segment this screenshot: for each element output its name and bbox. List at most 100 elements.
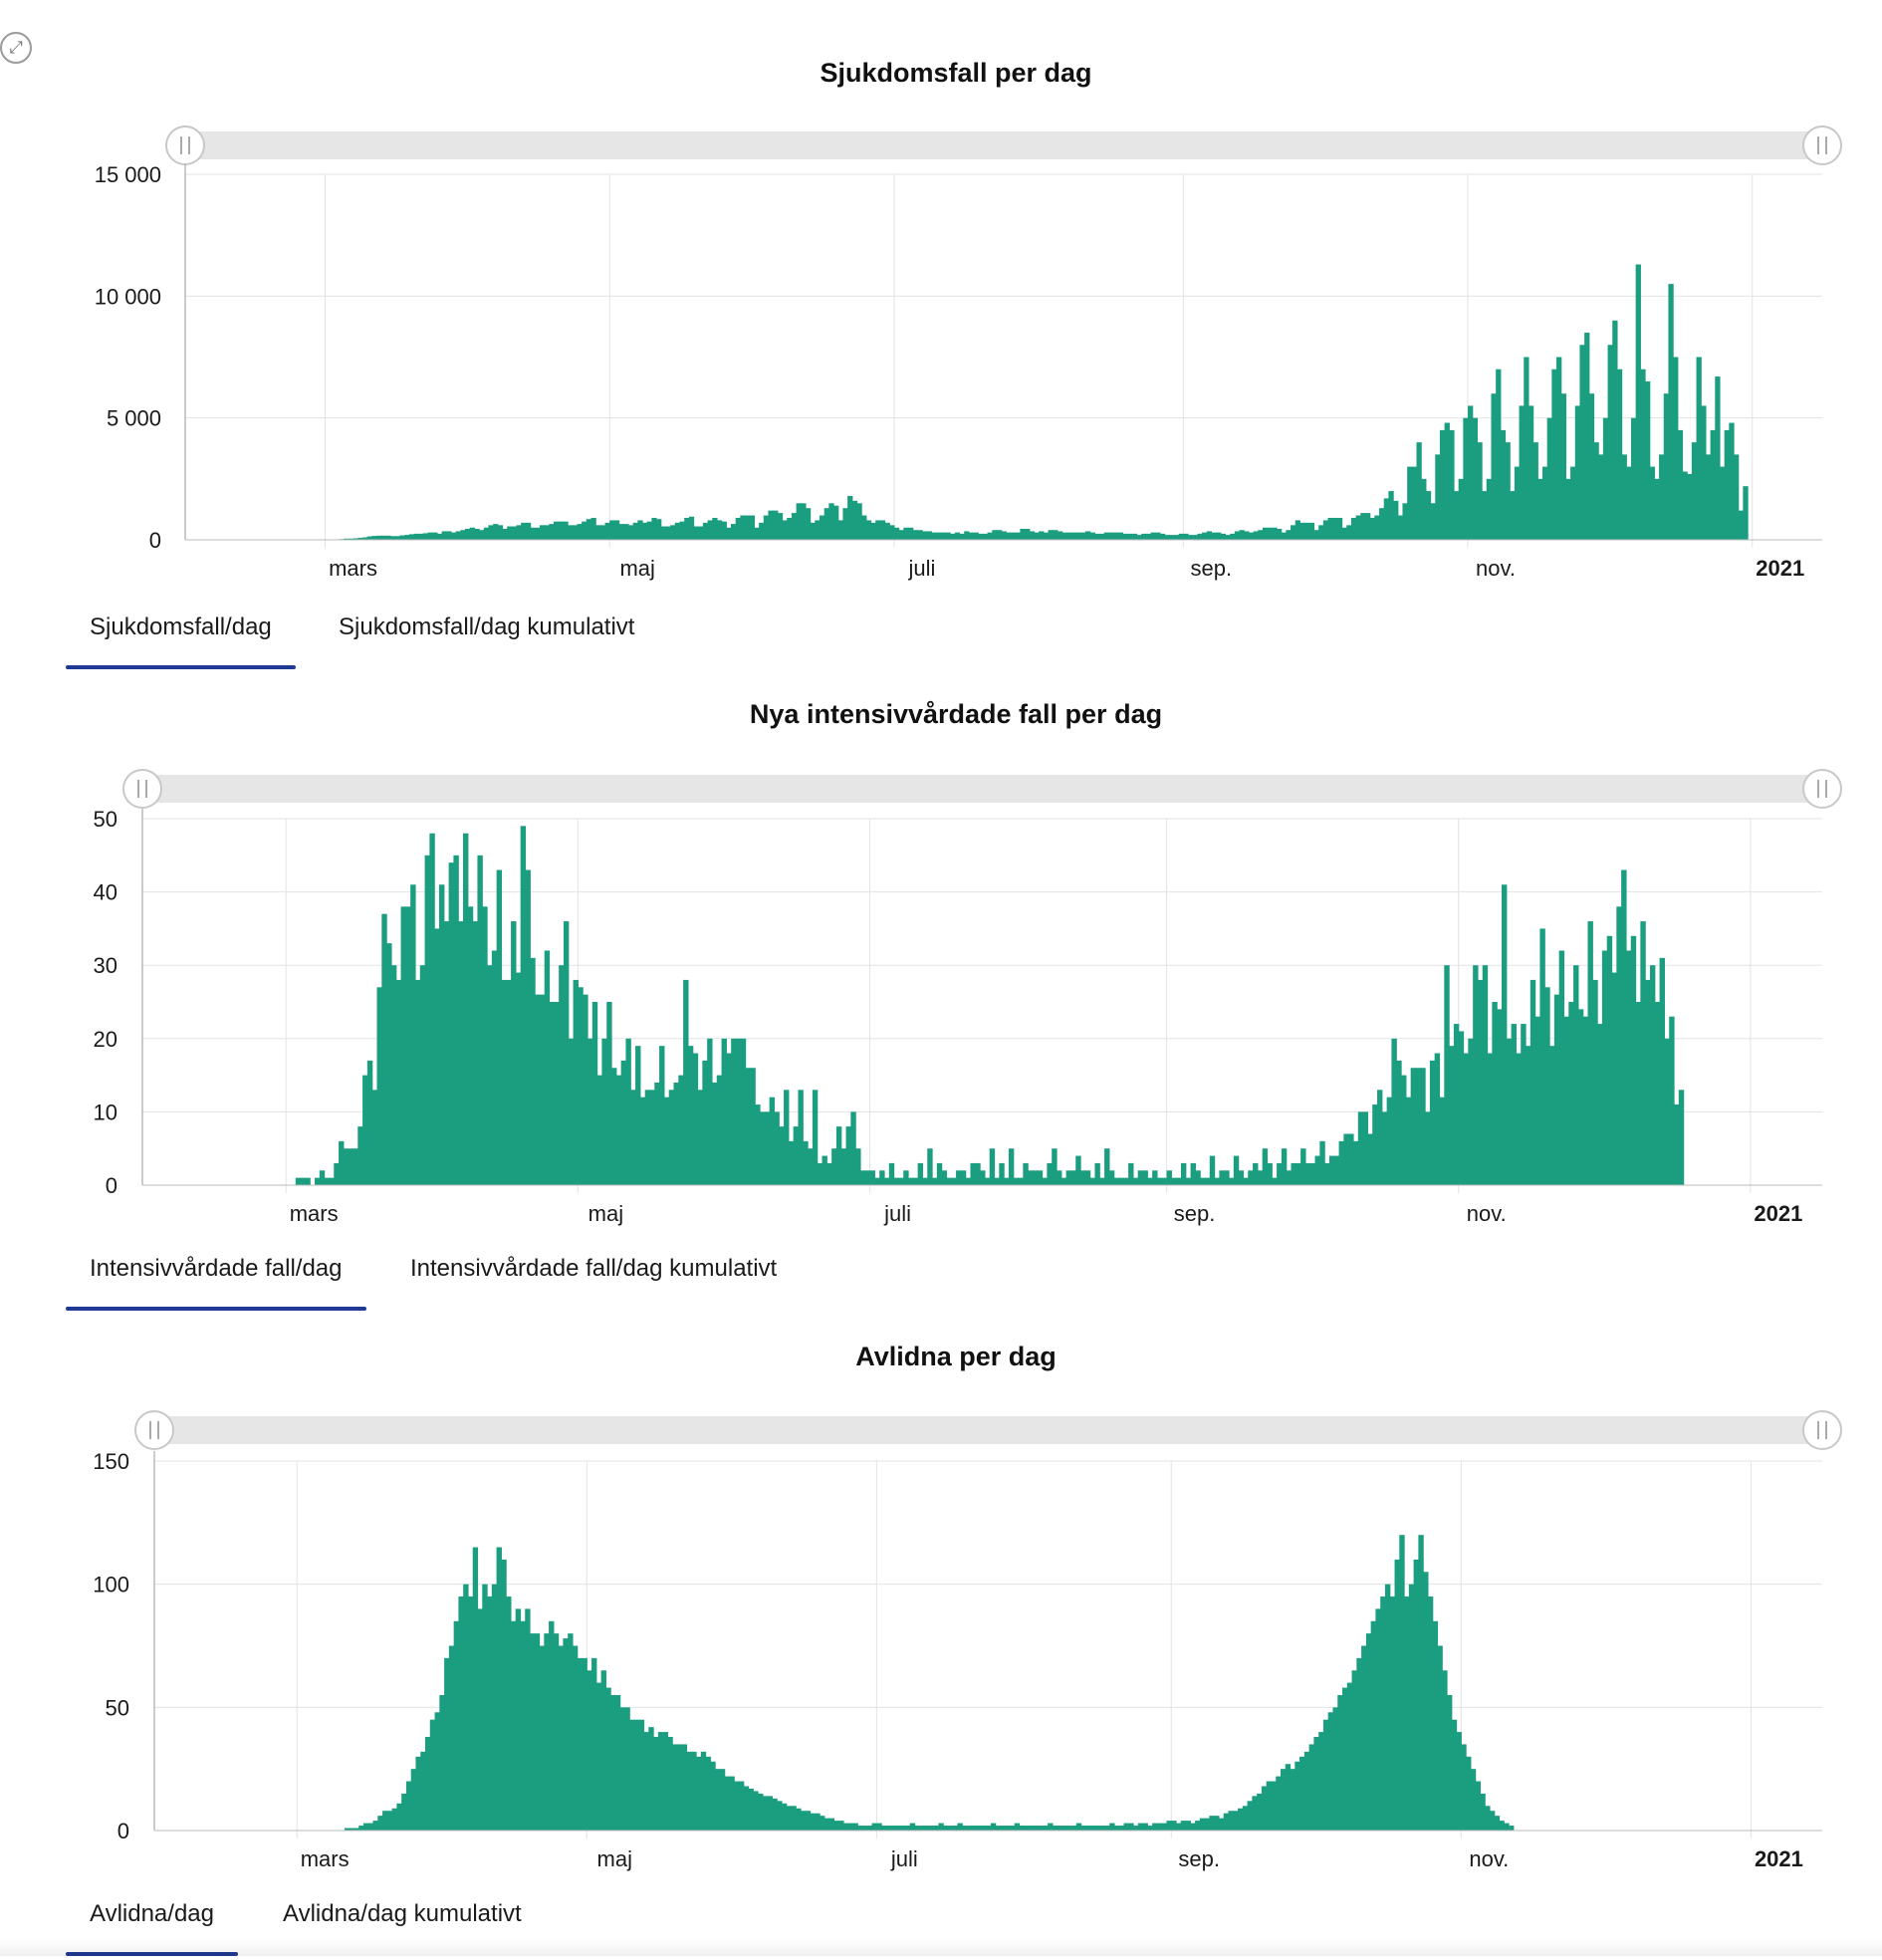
bar xyxy=(915,1826,920,1831)
bar xyxy=(563,1638,568,1831)
bar xyxy=(753,1791,758,1831)
bar xyxy=(1257,1794,1262,1831)
bar xyxy=(516,1608,521,1831)
bar xyxy=(1337,1695,1342,1831)
range-handle-right[interactable] xyxy=(1803,1411,1841,1449)
bar xyxy=(833,1821,838,1831)
bar xyxy=(1509,1826,1514,1831)
bar xyxy=(444,1658,449,1831)
bar xyxy=(1409,1585,1414,1831)
bar xyxy=(601,1670,606,1831)
bar xyxy=(782,1804,787,1831)
bar xyxy=(1043,1826,1048,1831)
bar xyxy=(382,1811,387,1831)
bar xyxy=(1294,1762,1299,1831)
x-tick-label: 2021 xyxy=(1755,1846,1803,1871)
bar xyxy=(1104,1826,1109,1831)
bar xyxy=(1219,1819,1224,1831)
bar xyxy=(1029,1826,1034,1831)
x-tick-label: maj xyxy=(597,1846,632,1871)
bar xyxy=(852,1824,857,1831)
bar xyxy=(953,1826,958,1831)
bar xyxy=(610,1695,615,1831)
bar xyxy=(691,1752,696,1831)
bars xyxy=(345,1535,1515,1831)
bar xyxy=(1281,1769,1286,1831)
bar xyxy=(624,1707,629,1831)
bar xyxy=(948,1826,953,1831)
bar xyxy=(744,1786,749,1831)
bar xyxy=(530,1633,535,1831)
bar xyxy=(1276,1777,1281,1831)
bar xyxy=(710,1762,715,1831)
bar xyxy=(1461,1744,1466,1831)
bar xyxy=(777,1801,782,1831)
bar xyxy=(905,1826,910,1831)
bar xyxy=(420,1752,425,1831)
range-handle-left[interactable] xyxy=(135,1411,173,1449)
bar xyxy=(1034,1826,1039,1831)
bar xyxy=(634,1720,639,1831)
bar xyxy=(876,1824,881,1831)
bar xyxy=(1418,1535,1423,1831)
bar xyxy=(458,1596,463,1831)
bar xyxy=(1423,1572,1428,1831)
bar xyxy=(1214,1816,1219,1831)
bar xyxy=(596,1683,601,1831)
bar xyxy=(377,1816,382,1831)
bar xyxy=(468,1596,473,1831)
bar xyxy=(615,1695,620,1831)
x-tick-label: juli xyxy=(890,1846,918,1871)
bar xyxy=(1095,1826,1100,1831)
bar xyxy=(696,1757,701,1831)
bar xyxy=(872,1824,877,1831)
bar xyxy=(406,1782,411,1831)
bar xyxy=(1375,1608,1380,1831)
bar xyxy=(1390,1596,1395,1831)
bar xyxy=(1299,1757,1304,1831)
bar xyxy=(763,1796,768,1831)
bar xyxy=(568,1633,573,1831)
bar xyxy=(1342,1688,1347,1831)
bar xyxy=(910,1824,915,1831)
bar xyxy=(478,1608,483,1831)
bar xyxy=(1039,1826,1044,1831)
bar xyxy=(891,1826,896,1831)
bar xyxy=(886,1826,891,1831)
range-scrollbar[interactable] xyxy=(154,1416,1822,1444)
bar xyxy=(1447,1695,1452,1831)
bar xyxy=(1495,1816,1500,1831)
bar xyxy=(535,1633,540,1831)
tab-deaths-cumulative[interactable]: Avlidna/dag kumulativt xyxy=(259,1900,546,1928)
bar xyxy=(1385,1585,1390,1831)
bar xyxy=(1166,1821,1171,1831)
bar xyxy=(1190,1824,1195,1831)
bar xyxy=(1176,1824,1181,1831)
bar xyxy=(1318,1732,1323,1831)
bar xyxy=(463,1585,468,1831)
bar xyxy=(648,1727,653,1831)
bar xyxy=(1267,1782,1272,1831)
bar xyxy=(1371,1621,1376,1831)
bar xyxy=(1485,1806,1490,1831)
bar xyxy=(739,1782,744,1831)
bar xyxy=(430,1720,435,1831)
bar xyxy=(1181,1821,1186,1831)
bar xyxy=(1157,1824,1162,1831)
bar xyxy=(1404,1596,1409,1831)
bar xyxy=(772,1799,777,1831)
tab-deaths-daily[interactable]: Avlidna/dag xyxy=(66,1900,238,1928)
bar xyxy=(1124,1824,1129,1831)
bar xyxy=(977,1826,982,1831)
bar xyxy=(506,1596,511,1831)
bar xyxy=(368,1824,373,1831)
bar xyxy=(449,1646,454,1832)
bar xyxy=(582,1658,587,1831)
bar xyxy=(749,1789,754,1831)
bottom-fade xyxy=(0,1938,1882,1956)
bar xyxy=(862,1826,867,1831)
bar xyxy=(1366,1633,1371,1831)
x-tick-label: mars xyxy=(301,1846,350,1871)
bar xyxy=(787,1806,792,1831)
